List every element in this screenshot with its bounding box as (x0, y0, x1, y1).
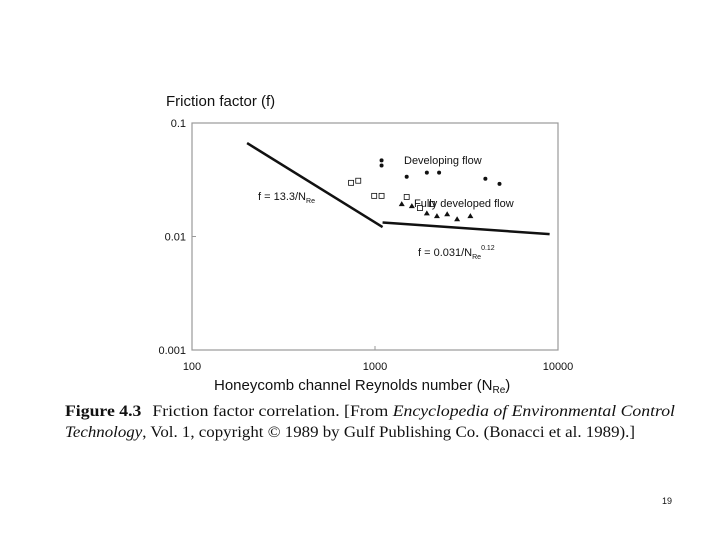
data-point (417, 205, 423, 211)
data-point (483, 176, 488, 181)
x-axis-label: Honeycomb channel Reynolds number (NRe) (214, 377, 510, 396)
page-number: 19 (662, 496, 672, 506)
annotation-text: f = 13.3/N (258, 191, 306, 203)
x-tick-label: 10000 (543, 361, 574, 373)
data-point (429, 201, 435, 207)
data-point (423, 210, 430, 216)
data-point (454, 216, 461, 222)
data-point (433, 213, 440, 219)
fit-line (246, 142, 384, 229)
annotation: Fully developed flow (414, 198, 514, 210)
data-point (398, 201, 405, 207)
data-point (379, 158, 384, 163)
x-axis-label-sub: Re (492, 385, 505, 396)
data-point (379, 163, 384, 168)
data-point (371, 192, 378, 199)
caption-line: Figure 4.3 Friction factor correlation. [… (65, 403, 676, 420)
caption-italic: Technology (65, 424, 143, 441)
y-tick-label: 0.001 (158, 345, 186, 357)
data-point (378, 192, 385, 199)
annotation: Developing flow (404, 155, 482, 167)
chart-title: Friction factor (f) (166, 93, 275, 110)
data-point (404, 174, 409, 179)
data-point (348, 179, 354, 186)
x-tick-label: 1000 (363, 361, 387, 373)
data-point (497, 181, 502, 186)
annotation-sup: 0.12 (481, 245, 495, 252)
x-tick-label: 100 (183, 361, 201, 373)
y-tick-label: 0.01 (165, 232, 186, 244)
caption-text: , Vol. 1, copyright © 1989 by Gulf Publi… (142, 424, 635, 441)
caption-label: Figure 4.3 (65, 403, 141, 420)
data-point (424, 170, 429, 175)
data-point (408, 203, 415, 209)
annotation-sub: Re (306, 198, 315, 205)
data-point (437, 170, 442, 175)
caption-text: Friction factor correlation. [From (152, 403, 392, 420)
annotation-sub: Re (472, 254, 481, 261)
annotation: f = 0.031/NRe0.12 (418, 245, 495, 261)
data-point (355, 177, 362, 184)
annotation-text: f = 0.031/N (418, 247, 472, 259)
fit-line (382, 221, 550, 236)
data-point (403, 194, 410, 200)
x-axis-label-end: ) (505, 377, 510, 394)
plot-frame (191, 122, 559, 351)
x-axis-label-text: Honeycomb channel Reynolds number (N (214, 377, 492, 394)
data-point (444, 211, 451, 217)
y-tick-label: 0.1 (171, 118, 186, 130)
caption-italic: Encyclopedia of Environmental Control (392, 403, 676, 420)
annotation: f = 13.3/NRe (258, 191, 315, 205)
caption-line: Technology, Vol. 1, copyright © 1989 by … (65, 424, 635, 441)
data-point (467, 213, 474, 219)
